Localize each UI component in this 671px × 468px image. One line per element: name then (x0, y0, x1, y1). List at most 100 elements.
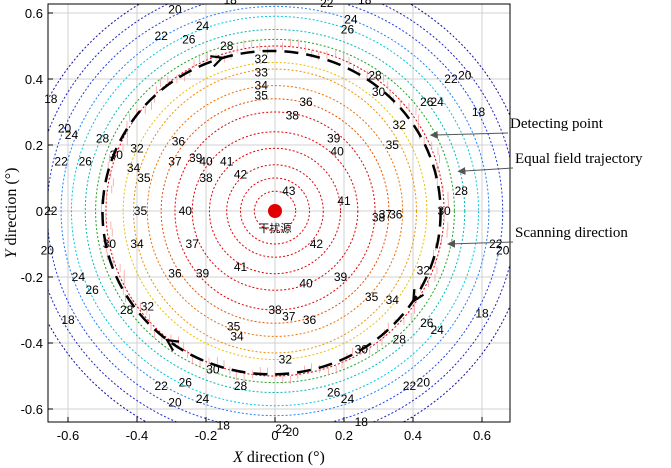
source-label: 干扰源 (259, 221, 292, 235)
contour-label-45: 30 (372, 85, 386, 99)
interference-source: 干扰源 (259, 204, 292, 235)
annotation-arrow-0 (429, 130, 509, 139)
contour-label-60: 26 (85, 283, 99, 297)
y-tick-label-3: 0 (36, 204, 43, 219)
y-tick-label-0: -0.6 (21, 402, 43, 417)
contour-label-13: 39 (334, 270, 348, 284)
contour-label-52: 28 (368, 69, 382, 83)
contour-label-4: 41 (337, 194, 351, 208)
x-tick-label-4: 0.2 (335, 428, 353, 443)
contour-label-20: 37 (282, 310, 296, 324)
contour-label-1: 42 (234, 168, 248, 182)
contour-label-90: 20 (496, 244, 510, 258)
contour-label-15: 38 (199, 171, 213, 185)
contour-label-36: 34 (230, 329, 244, 343)
contour-label-74: 22 (154, 29, 168, 43)
scan-direction-arrow-0 (412, 289, 425, 304)
contour-label-32: 35 (386, 138, 400, 152)
contour-label-86: 20 (168, 395, 182, 409)
source-marker (268, 204, 282, 218)
annotation-2: Scanning direction (515, 225, 628, 241)
contour-label-17: 38 (372, 211, 386, 225)
contour-label-25: 36 (303, 313, 317, 327)
contour-40 (208, 147, 342, 275)
contour-label-58: 26 (182, 32, 196, 46)
contour-label-92: 18 (44, 92, 58, 106)
contour-28 (84, 29, 466, 393)
contour-label-16: 38 (268, 303, 282, 317)
contour-26 (70, 15, 480, 407)
scan-direction-arrow-2 (165, 338, 180, 352)
contour-label-84: 20 (58, 122, 72, 136)
plot-frame (47, 3, 511, 423)
contour-label-42: 32 (279, 353, 293, 367)
contour-label-94: 18 (217, 419, 231, 433)
contour-label-55: 28 (234, 379, 248, 393)
contour-39 (191, 131, 359, 291)
contour-label-88: 20 (417, 376, 431, 390)
annotation-0: Detecting point (510, 116, 604, 132)
contour-label-85: 20 (41, 244, 55, 258)
contour-label-43: 32 (417, 263, 431, 277)
contour-label-71: 24 (430, 323, 444, 337)
contour-label-54: 28 (120, 303, 134, 317)
annotations: Detecting point Equal field trajectory Sca… (429, 116, 643, 248)
x-axis-ticks: -0.6 -0.4 -0.2 0 0.2 0.4 0.6 (57, 417, 491, 443)
annotation-1: Equal field trajectory (515, 151, 643, 167)
contour-label-8: 40 (299, 277, 313, 291)
contour-42 (240, 177, 310, 245)
contour-label-61: 26 (179, 376, 193, 390)
contour-43 (253, 190, 297, 232)
contour-lines (48, 4, 510, 422)
contour-41 (226, 164, 324, 258)
contour-label-19: 37 (186, 237, 200, 251)
contour-label-11: 39 (327, 131, 341, 145)
contour-label-53: 28 (96, 131, 110, 145)
contour-label-6: 40 (199, 155, 213, 169)
contour-30 (95, 38, 455, 384)
y-tick-label-6: 0.6 (25, 6, 43, 21)
contour-label-87: 20 (286, 425, 300, 439)
contour-label-30: 35 (227, 320, 241, 334)
y-axis-label: Y direction (°) (3, 168, 20, 259)
y-tick-label-5: 0.4 (25, 72, 43, 87)
contour-label-96: 18 (475, 306, 489, 320)
contour-label-21: 37 (379, 207, 393, 221)
contour-label-51: 28 (220, 39, 234, 53)
contour-label-24: 36 (168, 267, 182, 281)
contour-label-40: 32 (130, 141, 144, 155)
contour-label-59: 26 (79, 155, 93, 169)
contour-label-31: 35 (365, 290, 379, 304)
contour-label-2: 42 (310, 237, 324, 251)
contour-label-22: 36 (299, 95, 313, 109)
contour-label-93: 18 (61, 313, 75, 327)
scan-trajectory-path (101, 49, 442, 376)
contour-label-37: 34 (386, 293, 400, 307)
contour-label-67: 24 (65, 128, 79, 142)
annotation-arrow-2 (447, 239, 514, 248)
contour-label-29: 35 (134, 204, 148, 218)
contour-label-39: 32 (255, 52, 269, 66)
y-tick-label-4: 0.2 (25, 138, 43, 153)
x-axis-label: X direction (°) (232, 449, 325, 466)
contour-label-5: 41 (234, 260, 248, 274)
contour-label-78: 22 (275, 422, 289, 436)
contour-label-98: 18 (358, 0, 372, 7)
x-tick-label-6: 0.6 (473, 428, 491, 443)
y-tick-label-1: -0.4 (21, 336, 43, 351)
contour-label-82: 22 (489, 237, 503, 251)
contour-label-9: 40 (179, 204, 193, 218)
contour-label-72: 24 (430, 95, 444, 109)
contour-label-62: 26 (327, 386, 341, 400)
contour-label-83: 20 (168, 3, 182, 17)
contour-label-81: 22 (320, 0, 334, 10)
contour-label-12: 39 (196, 267, 210, 281)
contour-label-18: 37 (168, 155, 182, 169)
contour-label-70: 24 (341, 392, 355, 406)
annotation-arrow-1 (457, 166, 514, 175)
contour-label-44: 32 (393, 118, 407, 132)
contour-label-27: 35 (255, 89, 269, 103)
contour-label-80: 22 (444, 72, 458, 86)
contour-label-75: 22 (54, 155, 68, 169)
contour-35 (133, 68, 417, 354)
